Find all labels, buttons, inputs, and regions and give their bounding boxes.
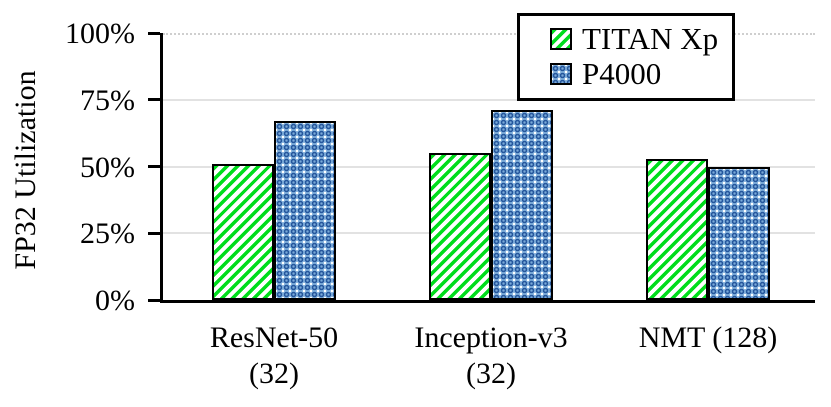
y-tick-label-0: 0% — [95, 284, 135, 317]
y-tick-mark-25 — [148, 231, 160, 235]
legend-swatch-titan-xp-icon — [550, 27, 572, 50]
x-category-line1: Inception-v3 — [414, 321, 568, 354]
bar-p4000-1 — [491, 110, 553, 300]
legend-item-p4000: P4000 — [550, 56, 718, 91]
plot-area — [148, 31, 815, 303]
gridline-75 — [163, 98, 815, 101]
x-category-line1: ResNet-50 — [209, 321, 339, 354]
legend-label-titan-xp: TITAN Xp — [582, 21, 719, 56]
x-category-line1: NMT (128) — [638, 321, 778, 354]
bar-titan-xp-0 — [212, 163, 274, 300]
y-tick-label-100: 100% — [65, 17, 135, 50]
legend-box: TITAN Xp P4000 — [517, 13, 736, 101]
bar-p4000-2 — [708, 166, 770, 300]
x-category-label-1: Inception-v3 (32) — [371, 320, 611, 392]
gridline-100 — [163, 33, 815, 35]
y-axis-title: FP32 Utilization — [9, 70, 42, 270]
x-category-label-0: ResNet-50 (32) — [154, 320, 394, 392]
legend-item-titan-xp: TITAN Xp — [550, 21, 718, 56]
bar-p4000-0 — [274, 121, 336, 300]
y-tick-label-50: 50% — [80, 150, 135, 184]
y-tick-label-75: 75% — [80, 83, 135, 117]
y-tick-label-25: 25% — [80, 217, 135, 251]
y-tick-mark-50 — [148, 165, 160, 168]
x-category-line2: (32) — [249, 357, 299, 390]
bar-titan-xp-1 — [429, 153, 491, 300]
y-tick-mark-75 — [148, 98, 160, 102]
x-category-label-2: NMT (128) — [588, 320, 828, 356]
y-tick-mark-100 — [148, 31, 160, 35]
legend-label-p4000: P4000 — [582, 56, 662, 91]
legend-swatch-p4000-icon — [550, 62, 572, 85]
x-category-line2: (32) — [466, 357, 516, 390]
bar-titan-xp-2 — [646, 158, 708, 300]
y-tick-mark-0 — [148, 298, 160, 302]
